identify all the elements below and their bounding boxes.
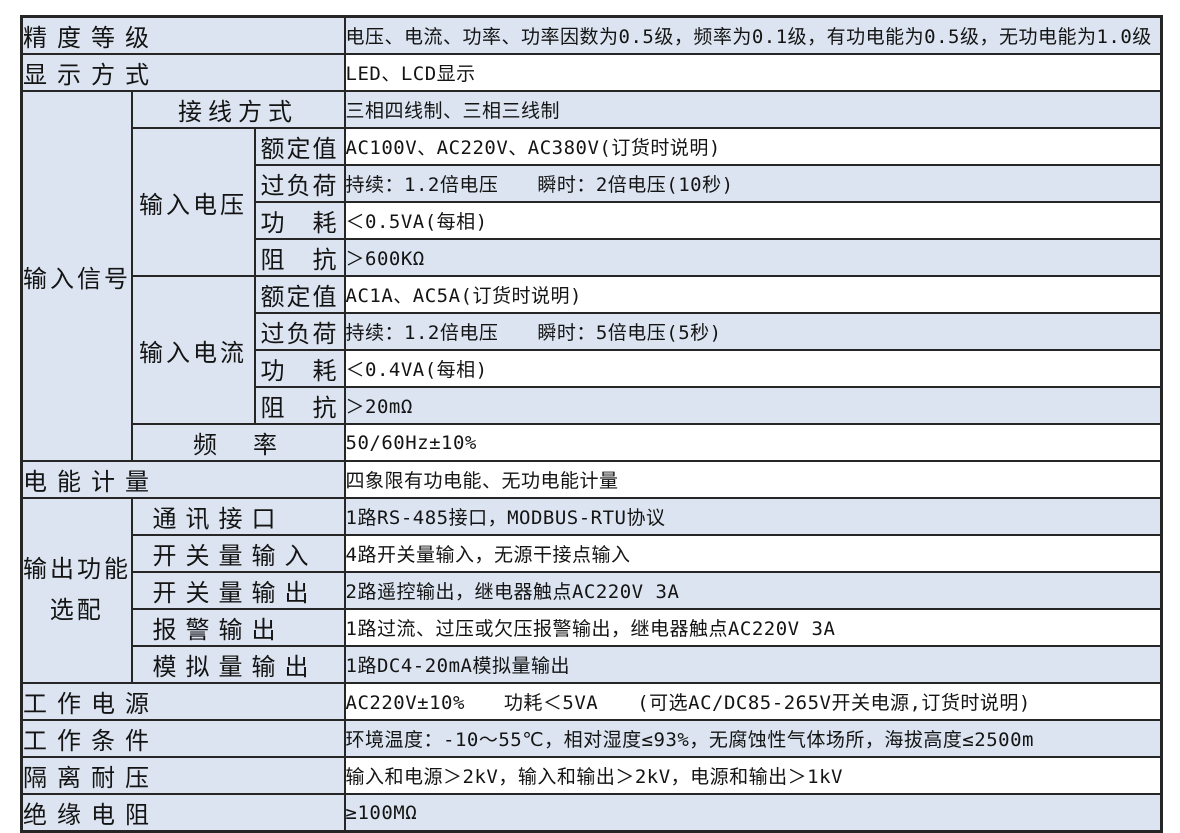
row-accuracy: 精度等级 电压、电流、功率、功率因数为0.5级，频率为0.1级，有功电能为0.5… <box>20 15 1163 55</box>
row-frequency: 频 率 50/60Hz±10% <box>22 423 1163 462</box>
row-voltage-overload: 过负荷 持续：1.2倍电压 瞬时：2倍电压(10秒) <box>22 164 1163 203</box>
display-value: LED、LCD显示 <box>343 53 1163 92</box>
current-consumption-label: 功 耗 <box>253 349 346 388</box>
current-impedance-label: 阻 抗 <box>253 386 346 425</box>
digital-output-value: 2路遥控输出，继电器触点AC220V 3A <box>343 571 1163 610</box>
row-alarm-output: 报警输出 1路过流、过压或欠压报警输出，继电器触点AC220V 3A <box>22 608 1163 647</box>
row-energy-metering: 电能计量 四象限有功电能、无功电能计量 <box>20 460 1163 499</box>
row-analog-output: 模拟量输出 1路DC4-20mA模拟量输出 <box>22 645 1163 684</box>
spec-table: 精度等级 电压、电流、功率、功率因数为0.5级，频率为0.1级，有功电能为0.5… <box>20 15 1164 833</box>
digital-input-value: 4路开关量输入，无源干接点输入 <box>343 534 1163 573</box>
alarm-output-value: 1路过流、过压或欠压报警输出，继电器触点AC220V 3A <box>343 608 1163 647</box>
row-current-overload: 过负荷 持续：1.2倍电压 瞬时：5倍电压(5秒) <box>22 312 1163 351</box>
row-current-rated: 输入电流 额定值 AC1A、AC5A(订货时说明) <box>22 275 1163 425</box>
row-wiring: 输入信号 接线方式 三相四线制、三相三线制 <box>20 90 1163 462</box>
current-consumption-value: ＜0.4VA(每相) <box>343 349 1163 388</box>
row-voltage-impedance: 阻 抗 ＞600KΩ <box>22 238 1163 277</box>
wiring-label: 接线方式 <box>130 90 346 129</box>
row-display: 显示方式 LED、LCD显示 <box>20 53 1163 92</box>
digital-input-label: 开关量输入 <box>130 534 346 573</box>
row-insulation-resistance: 绝缘电阻 ≥100MΩ <box>20 793 1163 833</box>
row-current-consumption: 功 耗 ＜0.4VA(每相) <box>22 349 1163 388</box>
voltage-overload-label: 过负荷 <box>253 164 346 203</box>
power-supply-value: AC220V±10% 功耗＜5VA (可选AC/DC85-265V开关电源,订货… <box>343 682 1163 721</box>
isolation-voltage-label: 隔离耐压 <box>20 756 346 795</box>
input-current-group-label: 输入电流 <box>130 275 256 425</box>
current-rated-value: AC1A、AC5A(订货时说明) <box>343 275 1163 314</box>
frequency-label: 频 率 <box>130 423 346 462</box>
analog-output-value: 1路DC4-20mA模拟量输出 <box>343 645 1163 684</box>
work-conditions-value: 环境温度：-10～55℃，相对湿度≤93%，无腐蚀性气体场所，海拔高度≤2500… <box>343 719 1163 758</box>
display-label: 显示方式 <box>20 53 346 92</box>
accuracy-value: 电压、电流、功率、功率因数为0.5级，频率为0.1级，有功电能为0.5级，无功电… <box>343 15 1163 55</box>
output-options-group-label: 输出功能 选配 <box>20 497 133 684</box>
row-isolation-voltage: 隔离耐压 输入和电源＞2kV，输入和输出＞2kV，电源和输出＞1kV <box>20 756 1163 795</box>
wiring-value: 三相四线制、三相三线制 <box>343 90 1163 129</box>
current-rated-label: 额定值 <box>253 275 346 314</box>
comm-value: 1路RS-485接口，MODBUS-RTU协议 <box>343 497 1163 536</box>
row-power-supply: 工作电源 AC220V±10% 功耗＜5VA (可选AC/DC85-265V开关… <box>20 682 1163 721</box>
current-overload-label: 过负荷 <box>253 312 346 351</box>
input-voltage-group-label: 输入电压 <box>130 127 256 277</box>
insulation-resistance-value: ≥100MΩ <box>343 793 1163 833</box>
analog-output-label: 模拟量输出 <box>130 645 346 684</box>
current-impedance-value: ＞20mΩ <box>343 386 1163 425</box>
output-options-label-line1: 输出功能 <box>23 555 131 583</box>
voltage-consumption-label: 功 耗 <box>253 201 346 240</box>
comm-label: 通讯接口 <box>130 497 346 536</box>
voltage-consumption-value: ＜0.5VA(每相) <box>343 201 1163 240</box>
isolation-voltage-value: 输入和电源＞2kV，输入和输出＞2kV，电源和输出＞1kV <box>343 756 1163 795</box>
power-supply-label: 工作电源 <box>20 682 346 721</box>
row-digital-output: 开关量输出 2路遥控输出，继电器触点AC220V 3A <box>22 571 1163 610</box>
work-conditions-label: 工作条件 <box>20 719 346 758</box>
voltage-impedance-label: 阻 抗 <box>253 238 346 277</box>
row-work-conditions: 工作条件 环境温度：-10～55℃，相对湿度≤93%，无腐蚀性气体场所，海拔高度… <box>20 719 1163 758</box>
row-current-impedance: 阻 抗 ＞20mΩ <box>22 386 1163 425</box>
row-voltage-consumption: 功 耗 ＜0.5VA(每相) <box>22 201 1163 240</box>
input-signal-group-label: 输入信号 <box>20 90 133 462</box>
row-digital-input: 开关量输入 4路开关量输入，无源干接点输入 <box>22 534 1163 573</box>
voltage-overload-value: 持续：1.2倍电压 瞬时：2倍电压(10秒) <box>343 164 1163 203</box>
voltage-impedance-value: ＞600KΩ <box>343 238 1163 277</box>
current-overload-value: 持续：1.2倍电压 瞬时：5倍电压(5秒) <box>343 312 1163 351</box>
accuracy-label: 精度等级 <box>20 15 346 55</box>
insulation-resistance-label: 绝缘电阻 <box>20 793 346 833</box>
voltage-rated-value: AC100V、AC220V、AC380V(订货时说明) <box>343 127 1163 166</box>
energy-metering-value: 四象限有功电能、无功电能计量 <box>343 460 1163 499</box>
energy-metering-label: 电能计量 <box>20 460 346 499</box>
output-options-label-line2: 选配 <box>49 596 104 624</box>
frequency-value: 50/60Hz±10% <box>343 423 1163 462</box>
digital-output-label: 开关量输出 <box>130 571 346 610</box>
voltage-rated-label: 额定值 <box>253 127 346 166</box>
row-voltage-rated: 输入电压 额定值 AC100V、AC220V、AC380V(订货时说明) <box>22 127 1163 277</box>
alarm-output-label: 报警输出 <box>130 608 346 647</box>
row-comm: 输出功能 选配 通讯接口 1路RS-485接口，MODBUS-RTU协议 <box>20 497 1163 684</box>
